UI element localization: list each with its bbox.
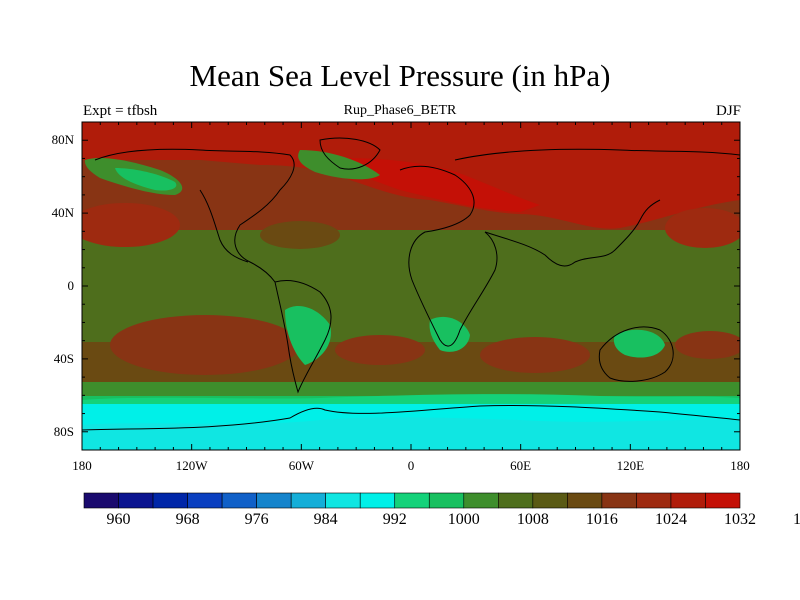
colorbar-label: 1016 xyxy=(585,511,618,528)
colorbar-swatch xyxy=(498,492,534,509)
colorbar-swatch xyxy=(567,492,603,509)
colorbar xyxy=(83,492,741,509)
azores-high xyxy=(260,221,340,249)
y-tick-label: 80N xyxy=(51,132,74,148)
colorbar-label: 1040 xyxy=(793,511,800,528)
southern-green-band xyxy=(82,382,740,396)
colorbar-label: 960 xyxy=(106,511,131,528)
pressure-field xyxy=(82,122,740,450)
colorbar-swatch xyxy=(325,492,361,509)
colorbar-label: 984 xyxy=(313,511,338,528)
colorbar-swatch xyxy=(83,492,119,509)
x-tick-label: 180 xyxy=(72,458,92,473)
x-tick-label: 180 xyxy=(730,458,750,473)
tasman-high xyxy=(675,331,740,359)
north-pacific-high xyxy=(82,203,180,247)
icelandic-low xyxy=(298,150,380,180)
experiment-label: Expt = tfbsh xyxy=(83,103,158,119)
south-atlantic-high xyxy=(335,335,425,365)
colorbar-swatch xyxy=(359,492,396,509)
x-tick-label: 60W xyxy=(288,458,314,473)
colorbar-label: 976 xyxy=(244,511,269,528)
australia-low xyxy=(613,329,665,358)
colorbar-swatch xyxy=(463,492,499,509)
axis-ticks xyxy=(81,121,741,451)
colorbar-label: 1008 xyxy=(516,511,549,528)
colorbar-label: 968 xyxy=(175,511,200,528)
y-tick-label: 80S xyxy=(53,423,74,439)
indian-ocean-high xyxy=(480,337,590,373)
y-tick-label: 0 xyxy=(67,278,75,293)
colorbar-swatch xyxy=(187,492,223,509)
colorbar-swatch xyxy=(290,492,326,509)
colorbar-swatch xyxy=(118,492,154,509)
colorbar-label: 1000 xyxy=(447,511,480,528)
run-label: Rup_Phase6_BETR xyxy=(343,103,457,118)
aleutian-low-core xyxy=(115,168,177,191)
south-pacific-high xyxy=(110,315,300,375)
colorbar-swatch xyxy=(670,492,706,509)
north-pacific-high-west xyxy=(665,208,740,248)
x-tick-label: 120W xyxy=(175,458,208,473)
chart-title: Mean Sea Level Pressure (in hPa) xyxy=(189,58,611,93)
y-tick-label: 40S xyxy=(53,350,74,366)
colorbar-swatch xyxy=(152,492,188,509)
colorbar-label: 992 xyxy=(382,511,407,528)
x-tick-label: 0 xyxy=(407,458,415,473)
season-label: DJF xyxy=(715,103,741,119)
y-tick-label: 40N xyxy=(51,205,74,221)
colorbar-swatch xyxy=(601,492,637,509)
colorbar-swatch xyxy=(221,492,257,509)
x-tick-label: 60E xyxy=(510,458,532,473)
colorbar-swatch xyxy=(705,492,741,509)
southern-transition xyxy=(82,394,740,404)
colorbar-swatch xyxy=(394,492,430,509)
colorbar-label: 1032 xyxy=(724,511,756,528)
x-tick-label: 120E xyxy=(616,458,645,473)
colorbar-swatch xyxy=(428,492,465,509)
colorbar-swatch xyxy=(636,492,672,509)
colorbar-label: 1024 xyxy=(654,511,687,528)
antarctic-inner xyxy=(82,417,740,450)
colorbar-swatch xyxy=(256,492,292,509)
africa-low xyxy=(429,316,470,352)
colorbar-swatch xyxy=(532,492,568,509)
coastlines xyxy=(82,137,740,431)
